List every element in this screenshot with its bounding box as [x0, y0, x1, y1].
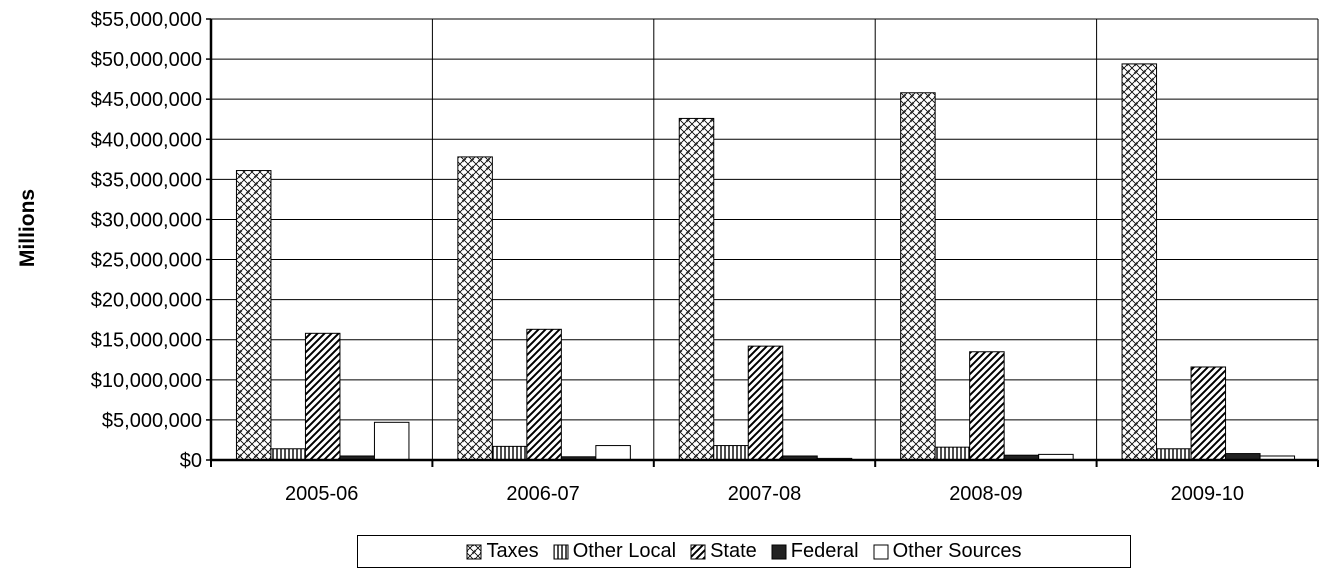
bar-state	[304, 332, 341, 461]
y-tick-label: $25,000,000	[91, 250, 202, 272]
y-axis-title: Millions	[16, 189, 39, 267]
y-tick-label: $55,000,000	[91, 9, 202, 31]
y-tick-label: $20,000,000	[91, 290, 202, 312]
bar-state	[1190, 366, 1227, 461]
y-tick-label: $40,000,000	[91, 129, 202, 151]
legend-label: Taxes	[486, 540, 539, 562]
legend-swatch	[873, 544, 889, 560]
x-tick-label: 2009-10	[1171, 483, 1244, 505]
legend-label: State	[710, 540, 757, 562]
y-tick-label: $15,000,000	[91, 330, 202, 352]
legend-swatch	[466, 544, 482, 560]
grid-layer	[211, 18, 1319, 460]
y-tick-label: $5,000,000	[102, 410, 202, 432]
legend-swatch	[553, 544, 569, 560]
bars-layer	[235, 63, 1296, 461]
bar-taxes	[1121, 63, 1158, 461]
y-tick-label: $50,000,000	[91, 49, 202, 71]
legend-item: Federal	[771, 540, 859, 563]
bar-state	[969, 351, 1005, 461]
bar-chart: $0 $5,000,000 $10,000,000 $15,000,000 $20,00…	[16, 9, 1319, 505]
y-tick-label: $45,000,000	[91, 89, 202, 111]
legend-label: Other Local	[572, 540, 677, 562]
legend: Taxes Other Local State Federal Other Source…	[357, 535, 1131, 568]
bar-taxes	[235, 170, 272, 461]
bar-other-local	[491, 445, 528, 461]
y-tick-label: $30,000,000	[91, 209, 202, 231]
legend-swatch	[771, 544, 787, 560]
bar-other-sources	[373, 421, 410, 461]
legend-item: Other Local	[553, 540, 676, 563]
bar-other-local	[270, 448, 306, 461]
y-tick-label: $0	[180, 450, 202, 472]
x-tick-label: 2006-07	[506, 483, 579, 505]
legend-item: Other Sources	[873, 540, 1022, 563]
bar-other-local	[713, 445, 749, 461]
x-tick-label: 2008-09	[949, 483, 1022, 505]
legend-item: Taxes	[466, 540, 539, 563]
bar-other-local	[1156, 448, 1192, 461]
legend-item: State	[690, 540, 757, 563]
y-tick-label: $10,000,000	[91, 370, 202, 392]
bar-other-local	[934, 446, 971, 461]
bar-taxes	[457, 156, 493, 461]
axis-layer: $0 $5,000,000 $10,000,000 $15,000,000 $20,00…	[91, 9, 1319, 505]
legend-swatch	[690, 544, 706, 560]
bar-taxes	[678, 117, 715, 461]
x-tick-label: 2005-06	[285, 483, 358, 505]
legend-label: Other Sources	[892, 540, 1022, 562]
bar-other-sources	[595, 445, 631, 461]
bar-taxes	[900, 92, 936, 461]
bar-state	[526, 328, 562, 461]
y-tick-label: $35,000,000	[91, 169, 202, 191]
legend-label: Federal	[790, 540, 859, 562]
x-tick-label: 2007-08	[728, 483, 801, 505]
bar-state	[747, 345, 784, 461]
